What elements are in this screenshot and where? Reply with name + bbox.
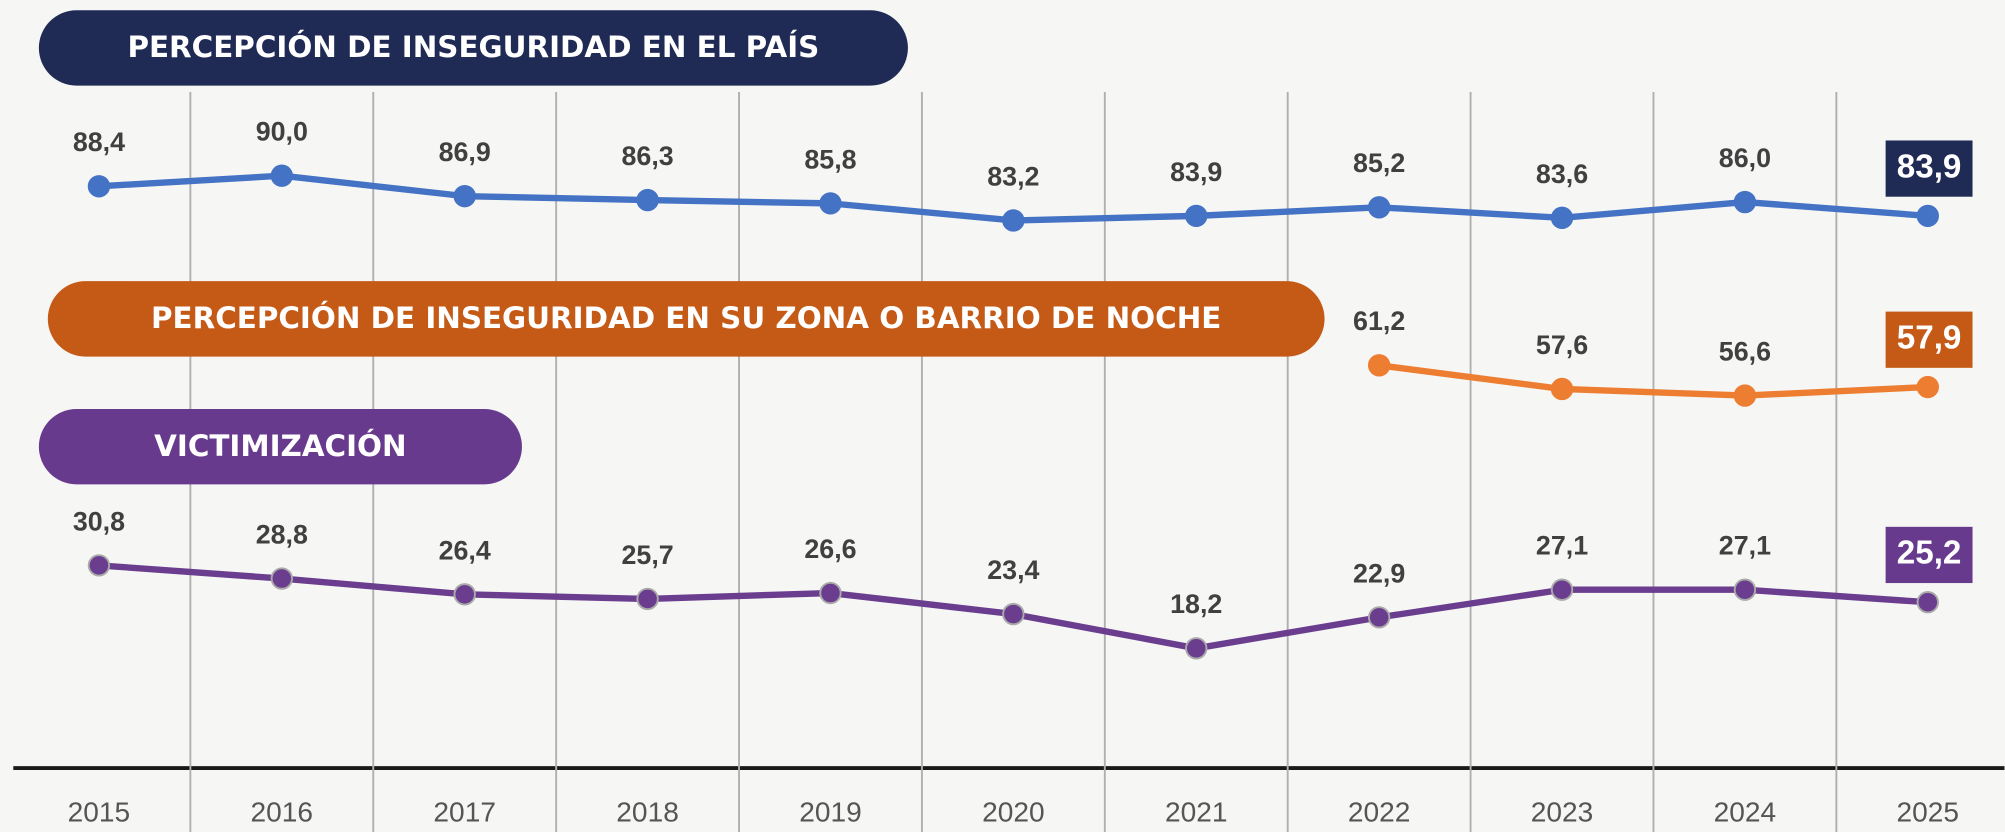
value-label: 90,0 [256,117,308,147]
data-point [1550,377,1574,401]
data-point [636,188,659,212]
data-point [1367,196,1391,219]
data-point [636,587,659,611]
x-tick-label: 2019 [799,797,862,828]
value-label: 85,8 [804,144,856,174]
value-label: 26,4 [439,535,491,565]
series-banner [47,281,1325,357]
x-tick-label: 2024 [1714,797,1777,828]
data-point [1916,204,1939,228]
data-point [1185,204,1208,228]
series-banner [38,10,908,86]
data-point [1916,375,1939,399]
value-label: 25,2 [1897,535,1962,572]
data-point [270,567,293,590]
x-tick-label: 2021 [1165,797,1228,828]
value-box [1885,526,1973,584]
value-label: 88,4 [73,127,125,157]
data-point [453,184,476,208]
value-label: 61,2 [1353,306,1405,336]
value-label: 56,6 [1719,336,1771,366]
x-tick-label: 2018 [616,797,679,828]
value-box [1885,140,1973,197]
value-label: 86,9 [439,137,491,167]
data-point [270,164,293,187]
value-label: 23,4 [987,555,1039,585]
value-label: 27,1 [1536,531,1588,561]
value-label: 57,9 [1897,320,1962,357]
legend-label: VICTIMIZACIÓN [154,427,406,463]
value-box [1885,311,1973,368]
data-point [87,554,111,577]
data-point [1367,354,1391,377]
value-label: 27,1 [1719,531,1771,561]
data-point [1733,384,1757,407]
value-label: 83,6 [1536,159,1588,189]
value-label: 85,2 [1353,148,1405,178]
x-tick-label: 2017 [433,797,496,828]
value-label: 57,6 [1536,330,1588,360]
x-tick-label: 2023 [1531,797,1594,828]
value-label: 26,6 [804,534,856,564]
x-tick-label: 2020 [982,797,1045,828]
data-point [453,583,476,606]
data-point [1550,206,1574,230]
data-point [819,581,842,605]
data-point [1550,578,1574,601]
data-point [1733,578,1757,601]
data-point [1733,190,1757,214]
value-label: 83,9 [1170,157,1222,187]
value-label: 25,7 [621,540,673,570]
data-point [1916,591,1939,614]
x-tick-label: 2015 [68,797,131,828]
value-label: 28,8 [256,519,308,549]
value-label: 30,8 [73,506,125,536]
value-label: 22,9 [1353,558,1405,588]
series-line [1378,362,1928,399]
value-label: 86,3 [621,141,673,171]
data-point [1002,209,1025,232]
data-point [1185,637,1208,660]
x-tick-label: 2025 [1897,797,1960,828]
x-tick-label: 2016 [251,797,314,828]
value-label: 83,2 [987,161,1039,191]
value-label: 83,9 [1897,148,1962,185]
legend-label: PERCEPCIÓN DE INSEGURIDAD EN SU ZONA O B… [151,299,1221,335]
value-label: 86,0 [1719,143,1771,173]
legend-label: PERCEPCIÓN DE INSEGURIDAD EN EL PAÍS [127,28,819,64]
data-point [1002,602,1025,626]
x-tick-label: 2022 [1348,797,1411,828]
data-point [819,192,842,215]
data-point [1367,606,1391,629]
series-banner [38,408,522,485]
value-label: 18,2 [1170,589,1222,619]
data-point [87,175,111,198]
